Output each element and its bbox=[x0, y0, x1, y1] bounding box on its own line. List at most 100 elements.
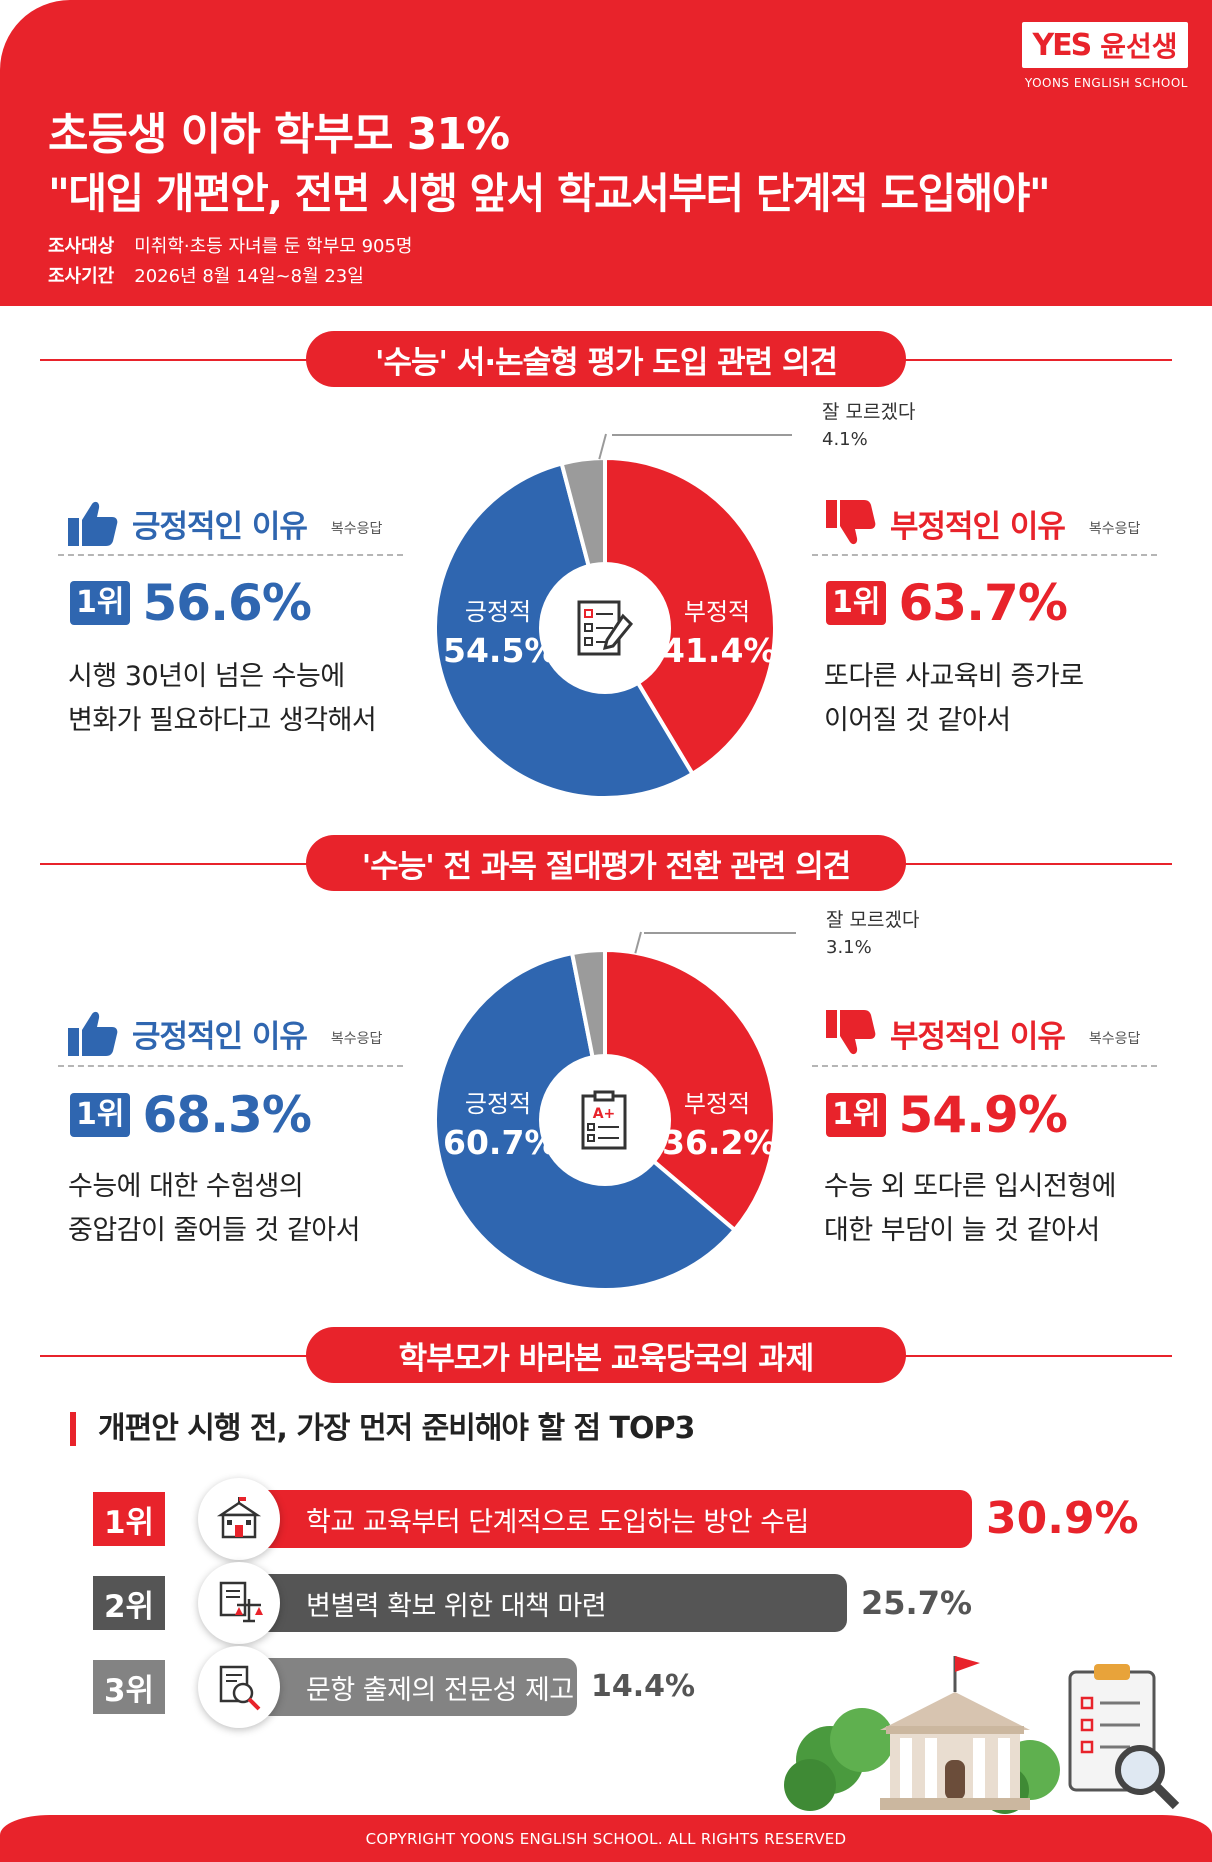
section2-positive-head: 긍정적인 이유 복수응답 bbox=[68, 1010, 382, 1056]
leader-line bbox=[612, 434, 792, 436]
positive-label: 긍정적인 이유 bbox=[132, 508, 308, 545]
school-building-icon bbox=[216, 1497, 262, 1539]
reason-line: 대한 부담이 늘 것 같아서 bbox=[824, 1215, 1100, 1246]
logo-mark: YES bbox=[1032, 27, 1092, 63]
section2-negative-head: 부정적인 이유 복수응답 bbox=[826, 1010, 1140, 1056]
pie1-negative-label: 부정적 41.4% bbox=[662, 592, 777, 670]
thumbs-down-icon bbox=[826, 1010, 876, 1055]
bar-label: 변별력 확보 위한 대책 마련 bbox=[306, 1590, 607, 1622]
section2-negative-rank: 1위 54.9% bbox=[826, 1086, 1068, 1144]
reason-line: 이어질 것 같아서 bbox=[824, 705, 1011, 736]
rank-percent: 56.6% bbox=[142, 574, 311, 632]
section1-negative-head: 부정적인 이유 복수응답 bbox=[826, 500, 1140, 546]
rank-percent: 63.7% bbox=[898, 574, 1067, 632]
rank-badge: 1위 bbox=[826, 1093, 887, 1137]
slice-percent: 41.4% bbox=[662, 631, 777, 670]
positive-label: 긍정적인 이유 bbox=[132, 1018, 308, 1055]
section1-positive-head: 긍정적인 이유 복수응답 bbox=[68, 500, 382, 546]
slice-percent: 60.7% bbox=[443, 1123, 558, 1162]
copyright-text: COPYRIGHT YOONS ENGLISH SCHOOL. ALL RIGH… bbox=[365, 1829, 847, 1848]
top3-value-1: 30.9% bbox=[986, 1493, 1139, 1544]
logo-name: 윤선생 bbox=[1100, 30, 1178, 63]
divider bbox=[812, 1065, 1157, 1067]
slice-name: 부정적 bbox=[683, 598, 751, 626]
logo-subtitle: YOONS ENGLISH SCHOOL bbox=[1024, 76, 1188, 90]
donut-center-2: A+ bbox=[539, 1054, 671, 1186]
reason-line: 수능 외 또다른 입시전형에 bbox=[824, 1171, 1117, 1202]
slice-percent: 36.2% bbox=[662, 1123, 777, 1162]
section1-positive-rank: 1위 56.6% bbox=[70, 574, 312, 632]
top3-icon-2 bbox=[198, 1562, 280, 1644]
thumbs-down-icon bbox=[826, 500, 876, 545]
top3-rank-2: 2위 bbox=[93, 1576, 165, 1630]
top3-icon-3 bbox=[198, 1646, 280, 1728]
section2-positive-rank: 1위 68.3% bbox=[70, 1086, 312, 1144]
rank-badge: 1위 bbox=[70, 1093, 131, 1137]
top3-bar-1: 학교 교육부터 단계적으로 도입하는 방안 수립 bbox=[232, 1490, 972, 1548]
top3-value-2: 25.7% bbox=[861, 1584, 973, 1622]
reason-line: 수능에 대한 수험생의 bbox=[68, 1171, 304, 1202]
top3-rank-1: 1위 bbox=[93, 1492, 165, 1546]
reason-line: 중압감이 줄어들 것 같아서 bbox=[68, 1215, 361, 1246]
section2-title: '수능' 전 과목 절대평가 전환 관련 의견 bbox=[306, 835, 906, 891]
pie-slice-negative bbox=[603, 458, 775, 777]
pie1-positive-label: 긍정적 54.5% bbox=[443, 592, 558, 670]
multi-answer-note: 복수응답 bbox=[330, 1031, 383, 1047]
section2-positive-reason: 수능에 대한 수험생의 중압감이 줄어들 것 같아서 bbox=[68, 1165, 361, 1253]
reason-line: 시행 30년이 넘은 수능에 bbox=[68, 661, 345, 692]
rank-badge: 1위 bbox=[826, 581, 887, 625]
multi-answer-note: 복수응답 bbox=[1088, 521, 1141, 537]
bar-label: 학교 교육부터 단계적으로 도입하는 방안 수립 bbox=[306, 1506, 809, 1538]
rank-percent: 68.3% bbox=[142, 1086, 311, 1144]
top3-bar-3: 문항 출제의 전문성 제고 bbox=[232, 1658, 577, 1716]
survey-period-value: 2026년 8월 14일~8월 23일 bbox=[134, 266, 364, 287]
pie2-negative-label: 부정적 36.2% bbox=[662, 1084, 777, 1162]
slice-percent: 54.5% bbox=[443, 631, 558, 670]
thumbs-up-icon bbox=[68, 501, 118, 546]
reason-line: 변화가 필요하다고 생각해서 bbox=[68, 705, 377, 736]
section2-negative-reason: 수능 외 또다른 입시전형에 대한 부담이 늘 것 같아서 bbox=[824, 1165, 1117, 1253]
svg-text:A+: A+ bbox=[593, 1106, 616, 1122]
section3-title: 학부모가 바라본 교육당국의 과제 bbox=[306, 1327, 906, 1383]
divider bbox=[812, 554, 1157, 556]
reason-line: 또다른 사교육비 증가로 bbox=[824, 661, 1084, 692]
thumbs-up-icon bbox=[68, 1011, 118, 1056]
document-scale-icon bbox=[219, 1581, 263, 1623]
leader-line bbox=[598, 433, 607, 460]
section1-positive-reason: 시행 30년이 넘은 수능에 변화가 필요하다고 생각해서 bbox=[68, 655, 377, 743]
rank-percent: 54.9% bbox=[898, 1086, 1067, 1144]
survey-period-label: 조사기간 bbox=[48, 266, 115, 287]
graded-test-icon: A+ bbox=[581, 1090, 627, 1150]
page-title-line2: "대입 개편안, 전면 시행 앞서 학교서부터 단계적 도입해야" bbox=[48, 169, 1051, 218]
slice-percent: 4.1% bbox=[822, 429, 868, 450]
donut-center-1 bbox=[539, 562, 671, 694]
section1-negative-rank: 1위 63.7% bbox=[826, 574, 1068, 632]
page-title-line1: 초등생 이하 학부모 31% bbox=[48, 109, 510, 160]
top3-icon-1 bbox=[198, 1478, 280, 1560]
brand-logo: YES 윤선생 bbox=[1022, 22, 1188, 68]
school-illustration bbox=[784, 1656, 1180, 1814]
slice-name: 잘 모르겠다 bbox=[826, 909, 920, 931]
top3-value-3: 14.4% bbox=[591, 1669, 696, 1704]
leader-line bbox=[644, 932, 796, 934]
rank-badge: 1위 bbox=[70, 581, 131, 625]
survey-target-label: 조사대상 bbox=[48, 236, 115, 257]
negative-label: 부정적인 이유 bbox=[890, 508, 1066, 545]
slice-name: 부정적 bbox=[683, 1090, 751, 1118]
footer: COPYRIGHT YOONS ENGLISH SCHOOL. ALL RIGH… bbox=[0, 1815, 1212, 1862]
pie2-positive-label: 긍정적 60.7% bbox=[443, 1084, 558, 1162]
divider bbox=[58, 554, 403, 556]
section1-negative-reason: 또다른 사교육비 증가로 이어질 것 같아서 bbox=[824, 655, 1084, 743]
multi-answer-note: 복수응답 bbox=[1088, 1031, 1141, 1047]
pie1-dontknow-label: 잘 모르겠다 4.1% bbox=[822, 398, 915, 454]
negative-label: 부정적인 이유 bbox=[890, 1018, 1066, 1055]
header-banner: YES 윤선생 YOONS ENGLISH SCHOOL 초등생 이하 학부모 … bbox=[0, 0, 1212, 306]
top3-title: 개편안 시행 전, 가장 먼저 준비해야 할 점 TOP3 bbox=[70, 1412, 695, 1446]
pie2-dontknow-label: 잘 모르겠다 3.1% bbox=[826, 906, 919, 962]
multi-answer-note: 복수응답 bbox=[330, 521, 383, 537]
pie-slice-negative bbox=[603, 950, 775, 1233]
slice-name: 잘 모르겠다 bbox=[822, 401, 916, 423]
top3-rank-3: 3위 bbox=[93, 1660, 165, 1714]
survey-target-value: 미취학·초등 자녀를 둔 학부모 905명 bbox=[134, 236, 413, 257]
survey-target-row: 조사대상 미취학·초등 자녀를 둔 학부모 905명 bbox=[48, 232, 413, 258]
